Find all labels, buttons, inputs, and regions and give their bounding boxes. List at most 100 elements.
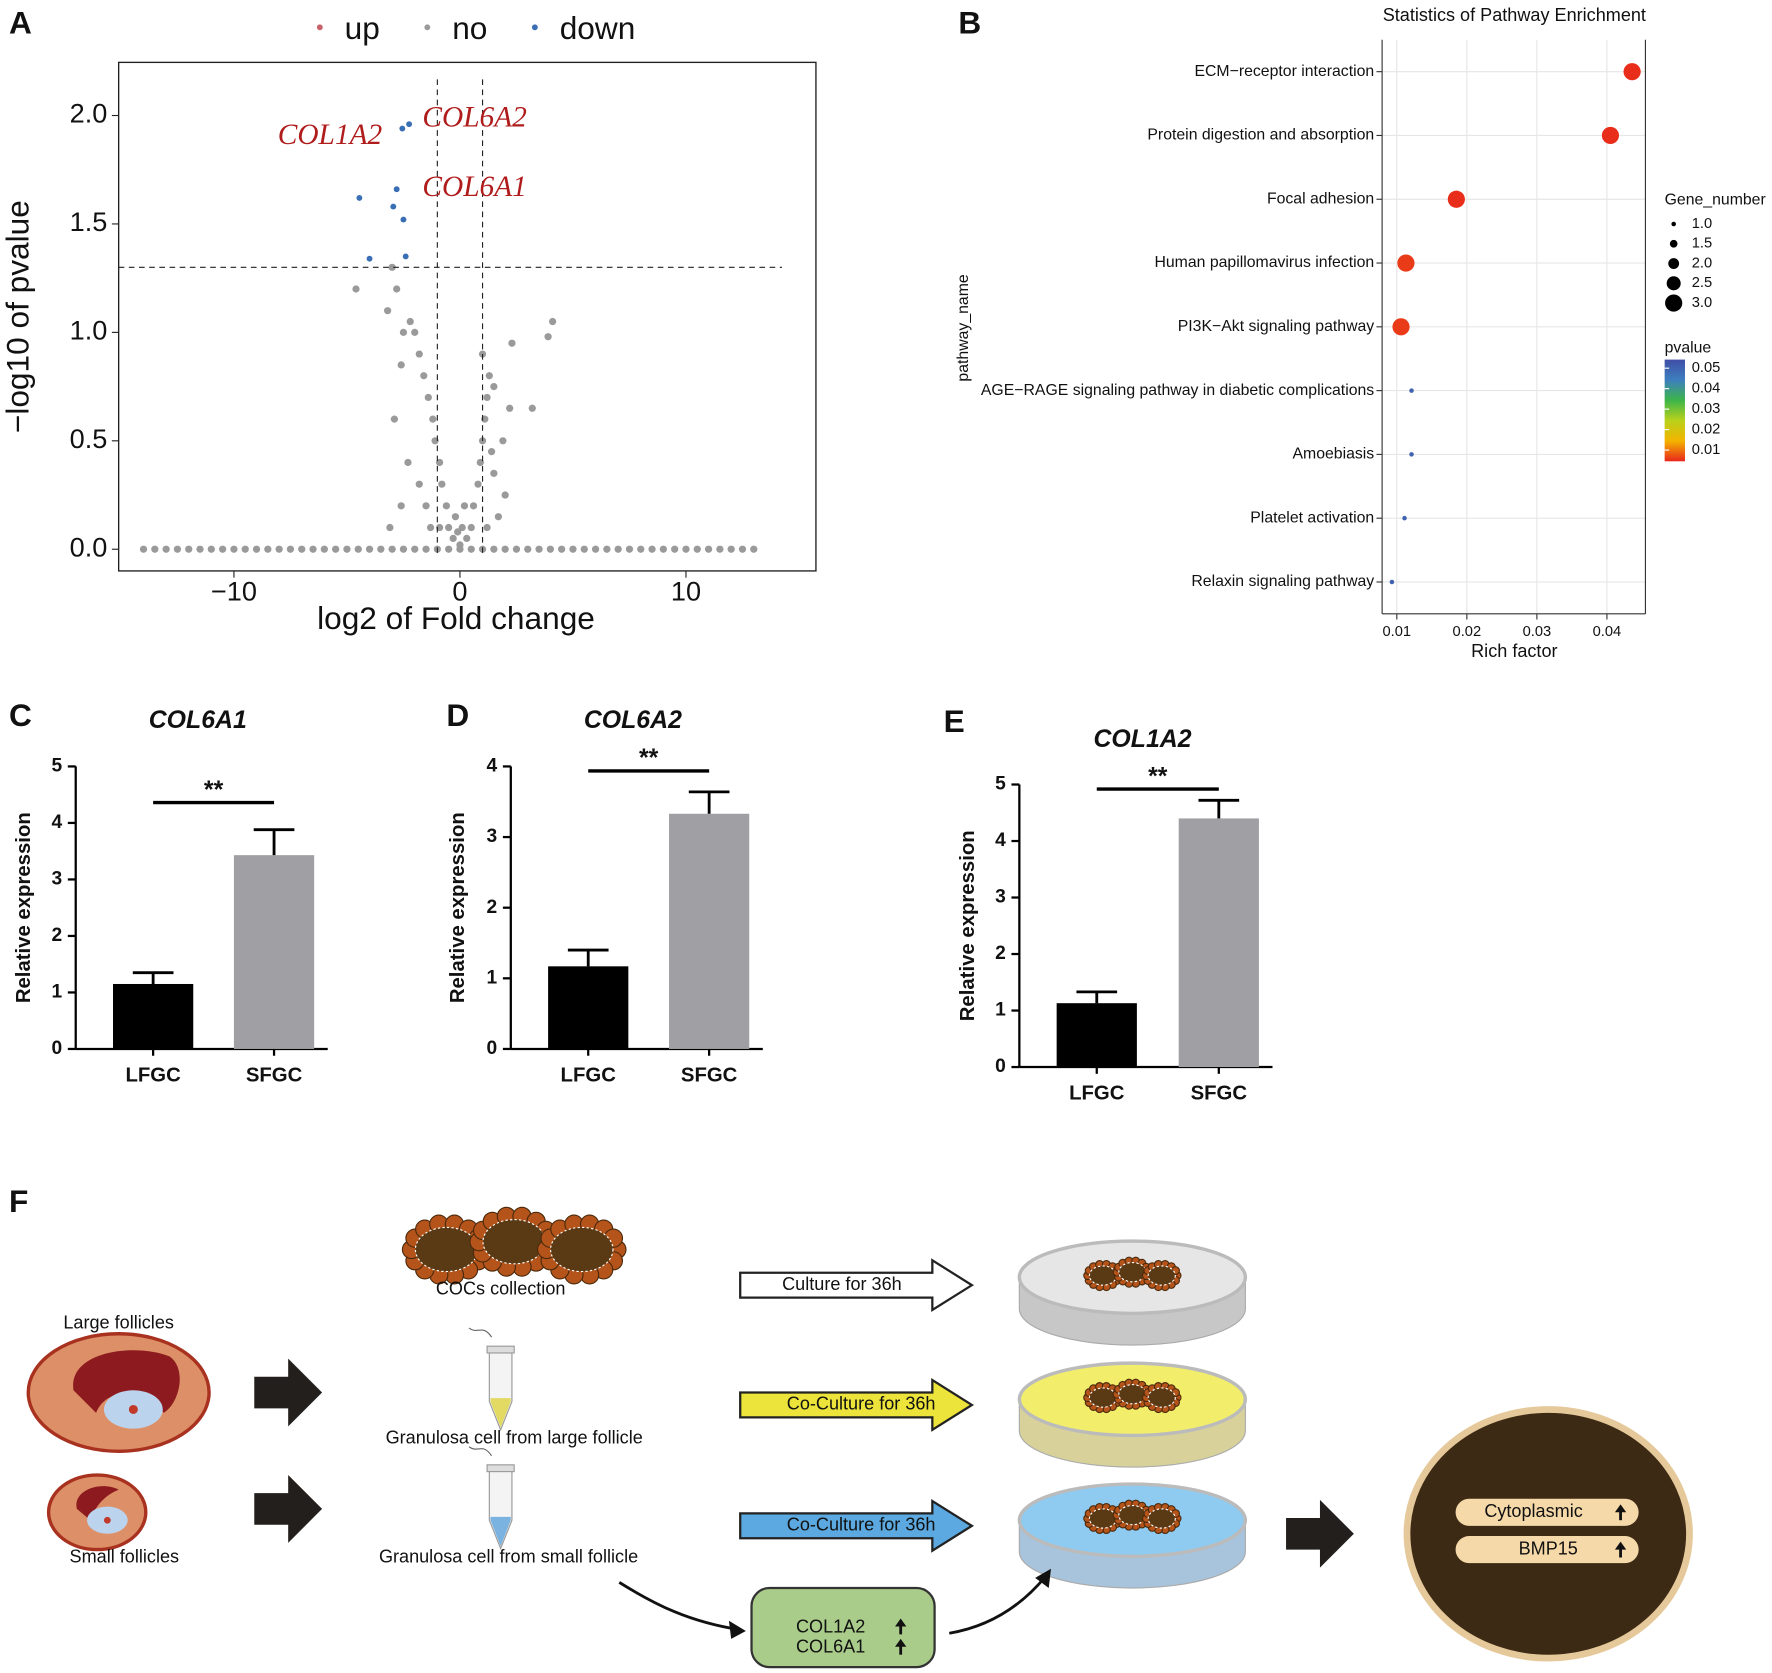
x-tick-label: 0.03 bbox=[1523, 624, 1552, 640]
dot bbox=[1447, 190, 1465, 208]
gene-label: COL1A2 bbox=[278, 119, 383, 151]
up-arrow-head bbox=[895, 1638, 907, 1647]
y-axis-label: Relative expression bbox=[447, 812, 469, 1003]
gene-label: COL6A1 bbox=[422, 171, 526, 203]
y-tick-label: 3 bbox=[487, 826, 498, 847]
point bbox=[442, 502, 451, 510]
point bbox=[499, 437, 507, 445]
point bbox=[275, 545, 283, 553]
y-tick-label: 3 bbox=[995, 887, 1006, 908]
culture-arrow bbox=[739, 1258, 975, 1313]
legend-label: 0.02 bbox=[1692, 421, 1721, 437]
point bbox=[320, 545, 328, 553]
bar bbox=[1178, 818, 1259, 1068]
point bbox=[463, 534, 471, 543]
point bbox=[397, 361, 405, 369]
point bbox=[411, 545, 419, 553]
y-tick-label: 4 bbox=[487, 756, 498, 777]
chart-title: COL6A2 bbox=[584, 706, 682, 734]
dot bbox=[1623, 63, 1641, 81]
diagram-label: BMP15 bbox=[1519, 1538, 1578, 1558]
tube-liquid bbox=[490, 1398, 511, 1428]
error-bar bbox=[253, 828, 295, 856]
point bbox=[512, 545, 521, 553]
y-tick-label: 1 bbox=[487, 967, 498, 988]
oocyte bbox=[482, 1219, 546, 1265]
point bbox=[377, 545, 385, 553]
point bbox=[490, 545, 498, 553]
tube-cap bbox=[468, 1446, 493, 1457]
oocyte bbox=[1088, 1508, 1118, 1529]
point bbox=[386, 523, 394, 532]
point bbox=[264, 545, 272, 553]
point bbox=[438, 480, 446, 488]
y-tick-label: Protein digestion and absorption bbox=[1147, 127, 1374, 144]
x-tick-label: 0.01 bbox=[1383, 624, 1412, 640]
point bbox=[173, 545, 182, 553]
point bbox=[393, 186, 400, 193]
point bbox=[366, 255, 373, 262]
antrum bbox=[76, 1486, 119, 1521]
diagram-label: Granulosa cell from large follicle bbox=[386, 1428, 643, 1448]
point bbox=[528, 404, 536, 412]
point bbox=[230, 545, 238, 553]
y-tick-label: 2 bbox=[51, 925, 62, 946]
point bbox=[727, 545, 735, 553]
point bbox=[406, 121, 413, 128]
dot bbox=[1601, 126, 1620, 145]
y-tick-label: 0 bbox=[487, 1038, 498, 1059]
point bbox=[569, 545, 577, 553]
gene-box bbox=[750, 1586, 936, 1669]
point bbox=[501, 491, 509, 499]
error-bar bbox=[1198, 798, 1240, 819]
point bbox=[426, 523, 435, 532]
point bbox=[402, 253, 409, 260]
up-arrow-head bbox=[1614, 1541, 1627, 1550]
point bbox=[671, 545, 679, 553]
point bbox=[544, 333, 552, 341]
process-arrow bbox=[1286, 1499, 1354, 1568]
chart-title: COL1A2 bbox=[1093, 725, 1191, 753]
y-tick-label: 5 bbox=[995, 774, 1006, 795]
point bbox=[400, 216, 407, 223]
outcome-pill bbox=[1455, 1498, 1639, 1526]
gene-label: COL6A2 bbox=[422, 102, 527, 134]
point bbox=[483, 393, 491, 402]
y-tick-label: PI3K−Akt signaling pathway bbox=[1178, 318, 1375, 335]
point bbox=[625, 545, 634, 553]
diagram-label: Large follicles bbox=[63, 1312, 174, 1332]
oocyte bbox=[1147, 1508, 1176, 1529]
y-tick-label: 1 bbox=[51, 982, 62, 1003]
y-tick-label: 1.0 bbox=[70, 315, 108, 346]
up-arrow-head bbox=[895, 1618, 907, 1627]
error-bar bbox=[688, 790, 730, 814]
point bbox=[356, 194, 363, 201]
point bbox=[469, 502, 478, 510]
significance: ** bbox=[1148, 762, 1168, 790]
point bbox=[460, 502, 469, 510]
point bbox=[614, 545, 622, 553]
bar bbox=[669, 813, 750, 1049]
point bbox=[309, 545, 317, 553]
error-bar bbox=[1076, 990, 1118, 1004]
panel-label: C bbox=[9, 697, 32, 733]
diagram-label: COL6A1 bbox=[796, 1637, 865, 1657]
error-bar bbox=[567, 948, 609, 967]
tube-rim bbox=[486, 1464, 515, 1473]
point bbox=[648, 545, 656, 553]
panel-label: E bbox=[944, 703, 965, 739]
y-tick-label: 2.0 bbox=[70, 98, 108, 129]
y-tick-label: 0 bbox=[995, 1056, 1006, 1077]
diagram-label: Co-Culture for 36h bbox=[787, 1394, 936, 1414]
point bbox=[390, 203, 397, 210]
diagram-label: Culture for 36h bbox=[782, 1274, 902, 1294]
y-tick-label: 0 bbox=[51, 1038, 62, 1059]
point bbox=[219, 545, 227, 553]
point bbox=[485, 372, 493, 380]
y-tick-label: 3 bbox=[51, 869, 62, 890]
nucleus bbox=[103, 1516, 111, 1524]
point bbox=[399, 545, 408, 553]
oocyte bbox=[1088, 1265, 1118, 1286]
point bbox=[424, 393, 432, 402]
point bbox=[332, 545, 340, 553]
